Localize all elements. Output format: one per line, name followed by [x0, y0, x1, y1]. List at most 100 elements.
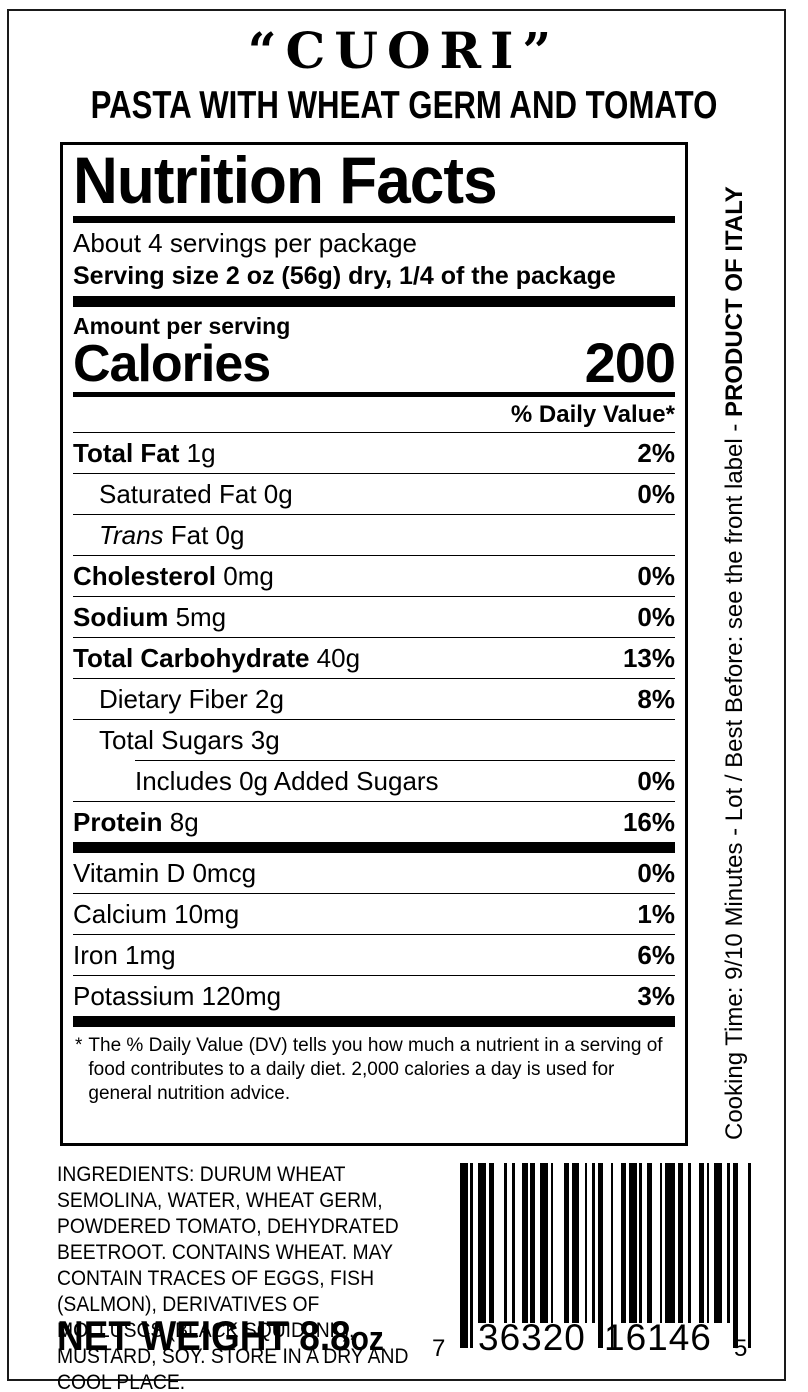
barcode-space [515, 1163, 523, 1323]
nutrient-daily-value: 16% [622, 807, 675, 837]
nutrient-row-divider [73, 678, 675, 679]
calories-value: 200 [584, 331, 676, 394]
nutrient-name: Includes 0g Added Sugars [135, 766, 439, 796]
title-divider [73, 216, 675, 223]
barcode-bar [540, 1163, 549, 1323]
barcode-bar [550, 1163, 554, 1323]
barcode-bar [597, 1163, 603, 1348]
barcode-bar [732, 1163, 738, 1348]
nutrient-daily-value: 0% [637, 479, 675, 509]
table-row: Sodium 5mg 0% [73, 597, 675, 637]
net-weight: NET WEIGHT 8.8oz [57, 1313, 384, 1362]
nutrient-daily-value: 8% [637, 684, 675, 714]
vitamin-name: Iron 1mg [73, 940, 176, 970]
footnote: * The % Daily Value (DV) tells you how m… [73, 1027, 675, 1106]
nutrient-row-divider [73, 596, 675, 597]
serving-size: Serving size 2 oz (56g) dry, 1/4 of the … [73, 262, 616, 290]
calories-label: Calories [73, 335, 271, 393]
barcode-bar [698, 1163, 705, 1323]
barcode-bar [488, 1163, 494, 1323]
nutrient-row-divider [135, 760, 675, 761]
nutrient-name: Cholesterol 0mg [73, 561, 274, 591]
vitamin-row-divider [73, 975, 675, 976]
nutrient-daily-value: 13% [622, 643, 675, 673]
brand-title: “CUORI” [247, 21, 561, 80]
barcode-bar [665, 1163, 676, 1323]
vitamin-daily-value: 6% [637, 940, 675, 970]
barcode-space [691, 1163, 699, 1323]
nutrient-row-divider [73, 555, 675, 556]
barcode-bar [610, 1163, 614, 1348]
nutrition-facts-title: Nutrition Facts [73, 143, 498, 217]
table-row: Total Sugars 3g [73, 720, 675, 760]
barcode-bars [460, 1163, 756, 1348]
vitamin-row-divider [73, 893, 675, 894]
table-row: Potassium 120mg 3% [73, 976, 675, 1016]
barcode-bar [563, 1163, 570, 1323]
barcode-bar [748, 1163, 751, 1348]
net-weight-unit: oz [350, 1320, 384, 1358]
vitamin-daily-value: 1% [637, 899, 675, 929]
barcode-bar [628, 1163, 637, 1323]
section-divider-calories [73, 296, 675, 307]
nutrient-name: Total Carbohydrate 40g [73, 643, 361, 673]
barcode-bar [522, 1163, 528, 1323]
barcode-bar [646, 1163, 653, 1323]
nutrient-row-divider [73, 719, 675, 720]
barcode-bar [530, 1163, 536, 1323]
vitamin-name: Calcium 10mg [73, 899, 240, 929]
table-row: Total Fat 1g 2% [73, 433, 675, 473]
section-divider-vitamins [73, 842, 675, 853]
barcode-bar [659, 1163, 663, 1323]
table-row: Calcium 10mg 1% [73, 894, 675, 934]
vitamin-daily-value: 3% [637, 981, 675, 1011]
table-row: Dietary Fiber 2g 8% [73, 679, 675, 719]
nutrient-daily-value: 0% [637, 602, 675, 632]
calories-row: Calories 200 [73, 331, 676, 394]
nutrient-row-divider [73, 801, 675, 802]
table-row: Cholesterol 0mg 0% [73, 556, 675, 596]
nutrient-row-divider [73, 637, 675, 638]
barcode-bar [592, 1163, 595, 1323]
barcode-space [751, 1163, 756, 1323]
barcode: 7 36320 16146 5 [432, 1163, 762, 1363]
barcode-bar [688, 1163, 692, 1323]
barcode-bar [678, 1163, 684, 1323]
footnote-text: The % Daily Value (DV) tells you how muc… [88, 1035, 663, 1104]
nutrient-row-divider [73, 473, 675, 474]
nutrient-daily-value: 0% [637, 561, 675, 591]
divider-below-calories [73, 392, 675, 397]
barcode-bar [511, 1163, 515, 1323]
barcode-bar [727, 1163, 730, 1323]
barcode-space [652, 1163, 660, 1323]
barcode-left-group: 36320 [478, 1317, 586, 1358]
barcode-space [494, 1163, 504, 1323]
nutrient-name: Trans Fat 0g [99, 520, 245, 550]
nutrient-row-divider [73, 514, 675, 515]
vitamin-daily-value: 0% [637, 858, 675, 888]
barcode-bar [460, 1163, 468, 1348]
vitamin-row-divider [73, 934, 675, 935]
side-vertical-text: Cooking Time: 9/10 Minutes - Lot / Best … [684, 140, 748, 1144]
footnote-asterisk: * [75, 1035, 83, 1056]
barcode-bar [470, 1163, 473, 1348]
barcode-bar [584, 1163, 588, 1323]
nutrient-daily-value: 2% [637, 438, 675, 468]
barcode-bar [478, 1163, 486, 1323]
barcode-bar [706, 1163, 710, 1323]
ingredients-text: INGREDIENTS: DURUM WHEAT SEMOLINA, WATER… [57, 1163, 409, 1392]
barcode-bar [571, 1163, 580, 1323]
nutrient-row-divider [73, 432, 675, 433]
barcode-space [613, 1163, 621, 1323]
daily-value-header: % Daily Value* [510, 401, 675, 428]
side-text-regular: Cooking Time: 9/10 Minutes - Lot / Best … [721, 416, 748, 1140]
nutrient-name: Sodium 5mg [73, 602, 227, 632]
nutrient-name: Protein 8g [73, 807, 199, 837]
vitamin-name: Vitamin D 0mcg [73, 858, 257, 888]
vitamin-name: Potassium 120mg [73, 981, 282, 1011]
barcode-right-group: 16146 [604, 1317, 712, 1358]
barcode-bar [504, 1163, 507, 1323]
page-border [7, 9, 786, 1381]
vitamin-rows: Vitamin D 0mcg 0% Calcium 10mg 1% Iron 1mg 6%… [73, 853, 675, 1016]
